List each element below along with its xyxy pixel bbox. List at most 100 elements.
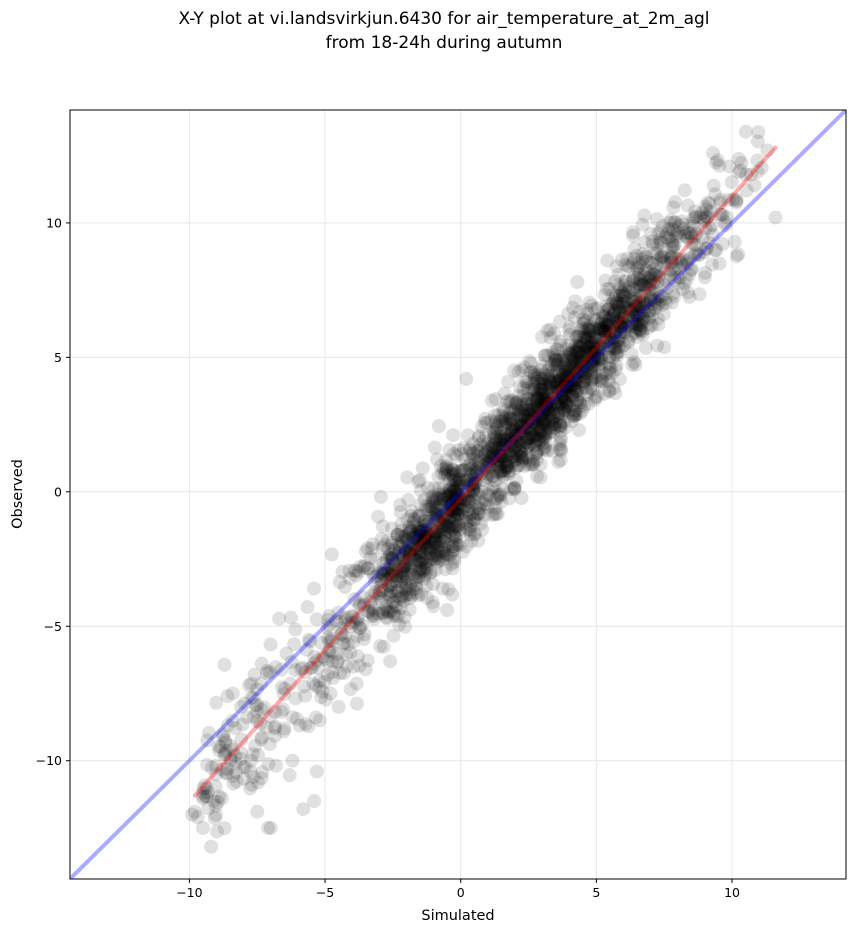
scatter-point	[542, 374, 557, 389]
scatter-point	[397, 566, 412, 581]
scatter-point	[557, 352, 572, 367]
scatter-point	[210, 795, 225, 810]
scatter-point	[356, 590, 371, 605]
scatter-point	[462, 441, 477, 456]
scatter-point	[489, 465, 504, 480]
scatter-point	[348, 564, 363, 579]
scatter-point	[424, 540, 439, 555]
scatter-point	[434, 491, 449, 506]
scatter-point	[611, 332, 626, 347]
scatter-point	[495, 437, 510, 452]
scatter-point	[426, 531, 441, 546]
scatter-point	[664, 221, 679, 236]
scatter-point	[236, 760, 251, 775]
scatter-point	[637, 314, 652, 329]
scatter-point	[539, 401, 554, 416]
scatter-point	[414, 523, 429, 538]
scatter-point	[437, 542, 452, 557]
scatter-point	[404, 508, 419, 523]
scatter-point	[393, 505, 408, 520]
scatter-point	[686, 237, 701, 252]
scatter-point	[482, 460, 497, 475]
scatter-point	[646, 267, 661, 282]
scatter-point	[513, 430, 528, 445]
scatter-point	[196, 781, 211, 796]
scatter-point	[576, 376, 591, 391]
scatter-point	[442, 481, 457, 496]
scatter-point	[562, 323, 577, 338]
scatter-point	[391, 608, 406, 623]
scatter-point	[523, 427, 538, 442]
scatter-point	[507, 363, 522, 378]
scatter-point	[477, 497, 492, 512]
scatter-point	[692, 287, 707, 302]
scatter-point	[274, 705, 289, 720]
scatter-point	[523, 403, 538, 418]
scatter-point	[533, 387, 548, 402]
scatter-point	[298, 717, 313, 732]
scatter-point	[307, 656, 322, 671]
scatter-point	[343, 645, 358, 660]
scatter-point	[624, 328, 639, 343]
scatter-point	[292, 718, 307, 733]
scatter-point	[349, 696, 364, 711]
scatter-point	[650, 291, 665, 306]
scatter-point	[439, 462, 454, 477]
scatter-point	[352, 598, 367, 613]
scatter-point	[471, 487, 486, 502]
scatter-point	[566, 381, 581, 396]
scatter-point	[461, 493, 476, 508]
scatter-point	[584, 345, 599, 360]
scatter-point	[569, 395, 584, 410]
scatter-point	[561, 306, 576, 321]
scatter-point	[210, 824, 225, 839]
scatter-point	[483, 441, 498, 456]
scatter-point	[490, 491, 505, 506]
scatter-point	[384, 568, 399, 583]
scatter-point	[622, 280, 637, 295]
scatter-point	[641, 279, 656, 294]
scatter-point	[630, 260, 645, 275]
scatter-point	[477, 459, 492, 474]
scatter-point	[562, 372, 577, 387]
scatter-point	[557, 371, 572, 386]
scatter-point	[460, 474, 475, 489]
scatter-point	[567, 355, 582, 370]
scatter-point	[415, 522, 430, 537]
scatter-point	[447, 554, 462, 569]
scatter-point	[507, 481, 522, 496]
scatter-point	[530, 412, 545, 427]
scatter-point	[541, 373, 556, 388]
scatter-point	[424, 564, 439, 579]
scatter-point	[446, 478, 461, 493]
scatter-point	[552, 406, 567, 421]
scatter-point	[525, 382, 540, 397]
scatter-point	[298, 665, 313, 680]
scatter-point	[368, 576, 383, 591]
scatter-point	[624, 318, 639, 333]
scatter-point	[199, 789, 214, 804]
scatter-point	[541, 369, 556, 384]
scatter-point	[429, 525, 444, 540]
scatter-point	[608, 288, 623, 303]
scatter-point	[335, 564, 350, 579]
scatter-point	[517, 360, 532, 375]
scatter-point	[244, 777, 259, 792]
scatter-point	[599, 317, 614, 332]
scatter-point	[379, 604, 394, 619]
scatter-point	[511, 388, 526, 403]
scatter-point	[413, 542, 428, 557]
scatter-point	[385, 551, 400, 566]
scatter-point	[220, 761, 235, 776]
scatter-point	[480, 462, 495, 477]
scatter-point	[444, 465, 459, 480]
scatter-point	[537, 423, 552, 438]
scatter-point	[593, 339, 608, 354]
scatter-point	[417, 513, 432, 528]
scatter-point	[596, 323, 611, 338]
scatter-point	[384, 547, 399, 562]
scatter-point	[626, 293, 641, 308]
scatter-point	[665, 237, 680, 252]
scatter-point	[551, 455, 566, 470]
scatter-point	[430, 492, 445, 507]
